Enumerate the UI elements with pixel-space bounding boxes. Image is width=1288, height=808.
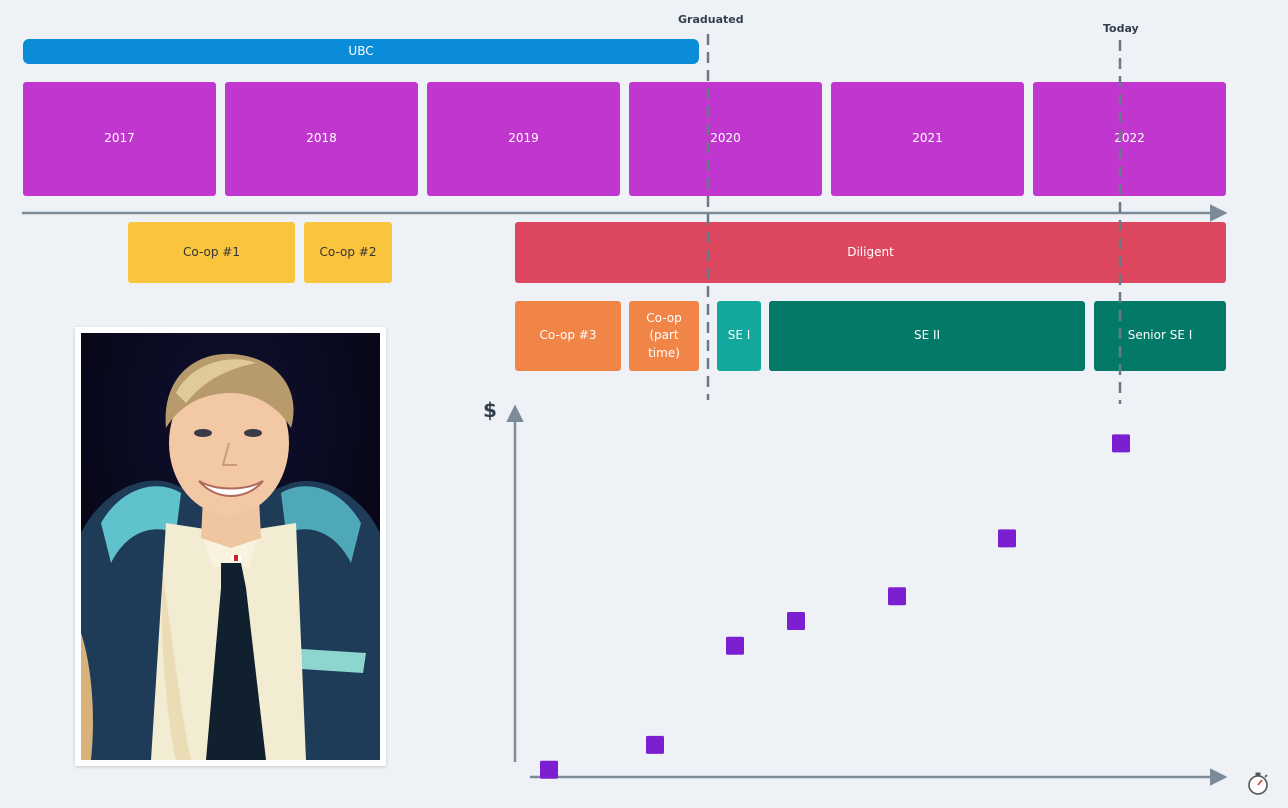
coop-part-time-box[interactable]: Co-op (part time) — [629, 301, 699, 371]
salary-point — [787, 612, 805, 631]
profile-photo — [75, 327, 386, 766]
salary-point — [646, 735, 664, 754]
year-2019[interactable]: 2019 — [427, 82, 620, 196]
year-2017[interactable]: 2017 — [23, 82, 216, 196]
year-2022[interactable]: 2022 — [1033, 82, 1226, 196]
coop3-box[interactable]: Co-op #3 — [515, 301, 621, 371]
today-label: Today — [1103, 22, 1139, 35]
chart-points — [540, 434, 1130, 779]
se1-box[interactable]: SE I — [717, 301, 761, 371]
year-2021[interactable]: 2021 — [831, 82, 1024, 196]
salary-point — [726, 636, 744, 655]
photo-image — [81, 333, 380, 760]
stopwatch-icon — [1248, 772, 1268, 795]
salary-point — [888, 587, 906, 606]
year-2020[interactable]: 2020 — [629, 82, 822, 196]
graduated-label: Graduated — [678, 13, 744, 26]
salary-point — [998, 529, 1016, 548]
se2-box[interactable]: SE II — [769, 301, 1085, 371]
year-2018[interactable]: 2018 — [225, 82, 418, 196]
coop1-box[interactable]: Co-op #1 — [128, 222, 295, 283]
person-illustration — [81, 333, 380, 760]
coop2-box[interactable]: Co-op #2 — [304, 222, 392, 283]
salary-point — [540, 760, 558, 779]
senior-se1-box[interactable]: Senior SE I — [1094, 301, 1226, 371]
ubc-bar[interactable]: UBC — [23, 39, 699, 64]
diligent-box[interactable]: Diligent — [515, 222, 1226, 283]
salary-point — [1112, 434, 1130, 453]
y-axis-dollar-label: $ — [483, 398, 497, 422]
